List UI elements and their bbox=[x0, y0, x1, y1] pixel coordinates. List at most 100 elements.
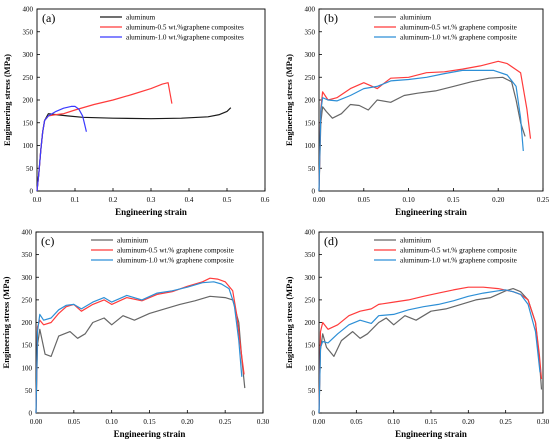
chart-0-x-tick-label: 0.5 bbox=[223, 196, 232, 204]
chart-2-panel-label: (c) bbox=[41, 234, 54, 248]
chart-3-x-tick-label: 0.25 bbox=[500, 418, 513, 426]
chart-2-x-tick-label: 0.15 bbox=[143, 418, 156, 426]
chart-0-legend-label-2: aluminum-1.0 wt.%graphene composites bbox=[126, 34, 244, 42]
chart-1-legend-label-1: aluminum-0.5 wt.% graphene composite bbox=[400, 24, 517, 32]
chart-2-x-tick-label: 0.10 bbox=[106, 418, 119, 426]
chart-1-x-tick-label: 0.00 bbox=[313, 196, 326, 204]
chart-0-x-tick-label: 0.6 bbox=[261, 196, 270, 204]
chart-3-y-axis-title: Engineering stress (MPa) bbox=[284, 276, 294, 368]
chart-3-series-line-0 bbox=[318, 288, 543, 414]
chart-2-x-tick-label: 0.00 bbox=[30, 418, 43, 426]
chart-3-panel: 0.00 0.05 0.10 0.15 0.20 0.25 0.30 0 50 100 150 200… bbox=[284, 229, 550, 440]
chart-0-y-tick-label: 250 bbox=[23, 74, 34, 82]
chart-2-panel: 0.00 0.05 0.10 0.15 0.20 0.25 0.30 0 50 100 150 200… bbox=[1, 229, 270, 440]
chart-0-y-tick-label: 100 bbox=[23, 142, 34, 150]
chart-3-x-tick-label: 0.10 bbox=[388, 418, 401, 426]
chart-2-y-tick-label: 0 bbox=[29, 410, 33, 418]
chart-2-legend-label-1: aluminum-0.5 wt.% graphene composite bbox=[117, 247, 234, 255]
chart-3-x-tick-label: 0.30 bbox=[537, 418, 550, 426]
chart-0-panel: 0.0 0.1 0.2 0.3 0.4 0.5 0.6 0 50 100 150 200 250 300 3… bbox=[2, 6, 270, 218]
chart-3-x-axis-title: Engineering strain bbox=[395, 429, 467, 439]
chart-0-legend-label-0: aluminum bbox=[126, 14, 156, 22]
chart-1-x-tick-label: 0.05 bbox=[358, 196, 371, 204]
chart-1-panel-label: (b) bbox=[324, 11, 338, 25]
chart-1-x-tick-label: 0.15 bbox=[447, 196, 460, 204]
chart-1-y-tick-label: 400 bbox=[305, 6, 316, 14]
chart-2-x-axis-title: Engineering strain bbox=[114, 429, 186, 439]
chart-3-panel-label: (d) bbox=[324, 234, 338, 248]
chart-2-y-tick-label: 200 bbox=[22, 319, 33, 327]
chart-2-x-tick-label: 0.25 bbox=[219, 418, 232, 426]
chart-1-x-axis-title: Engineering strain bbox=[395, 207, 467, 217]
chart-1-x-tick-label: 0.25 bbox=[537, 196, 550, 204]
chart-3-series-line-1 bbox=[318, 286, 543, 414]
chart-3-x-tick-label: 0.20 bbox=[462, 418, 475, 426]
chart-1-y-tick-label: 150 bbox=[305, 119, 316, 127]
chart-3-y-tick-label: 0 bbox=[312, 410, 316, 418]
chart-1-y-tick-label: 50 bbox=[308, 165, 316, 173]
chart-0-y-axis-title: Engineering stress (MPa) bbox=[2, 54, 12, 146]
chart-0-x-tick-label: 0.1 bbox=[71, 196, 80, 204]
chart-3-y-tick-label: 250 bbox=[305, 296, 316, 304]
chart-0-legend-label-1: aluminum-0.5 wt.%graphene composites bbox=[126, 24, 244, 32]
chart-1-y-tick-label: 100 bbox=[305, 142, 316, 150]
chart-3-legend-label-2: aluminum-1.0 wt.% graphene composite bbox=[400, 257, 517, 265]
chart-3-y-tick-label: 350 bbox=[305, 251, 316, 259]
chart-3-y-tick-label: 300 bbox=[305, 274, 316, 282]
chart-1-x-tick-label: 0.10 bbox=[402, 196, 415, 204]
chart-1-x-tick-label: 0.20 bbox=[492, 196, 505, 204]
chart-3-y-tick-label: 400 bbox=[305, 229, 316, 237]
chart-3-x-tick-label: 0.05 bbox=[350, 418, 363, 426]
chart-2-series-line-2 bbox=[35, 281, 243, 414]
chart-0-series-line-2 bbox=[36, 105, 87, 192]
chart-0-x-tick-label: 0.3 bbox=[147, 196, 156, 204]
chart-3-x-tick-label: 0.15 bbox=[425, 418, 438, 426]
chart-0-y-tick-label: 400 bbox=[23, 6, 34, 14]
chart-0-y-tick-label: 150 bbox=[23, 119, 34, 127]
chart-1-series-line-2 bbox=[318, 69, 524, 192]
chart-3-series-line-2 bbox=[318, 289, 541, 414]
chart-1-y-axis-title: Engineering stress (MPa) bbox=[284, 54, 294, 146]
chart-1-y-tick-label: 0 bbox=[312, 188, 316, 196]
chart-3-legend-label-1: aluminum-0.5 wt.% graphene composite bbox=[400, 247, 517, 255]
chart-2-legend-label-0: aluminium bbox=[117, 237, 149, 245]
chart-3-x-tick-label: 0.00 bbox=[313, 418, 326, 426]
chart-0-panel-label: (a) bbox=[42, 11, 55, 25]
chart-3-y-tick-label: 150 bbox=[305, 342, 316, 350]
chart-2-series-line-0 bbox=[35, 295, 246, 414]
chart-2-series-line-1 bbox=[35, 277, 245, 414]
chart-2-y-tick-label: 100 bbox=[22, 364, 33, 372]
chart-0-x-tick-label: 0.4 bbox=[185, 196, 194, 204]
chart-2-y-tick-label: 400 bbox=[22, 229, 33, 237]
chart-0-x-tick-label: 0.0 bbox=[33, 196, 42, 204]
chart-3-y-tick-label: 50 bbox=[308, 387, 316, 395]
chart-1-y-tick-label: 200 bbox=[305, 97, 316, 105]
chart-0-y-tick-label: 50 bbox=[26, 165, 34, 173]
chart-3-legend-label-0: aluminium bbox=[400, 237, 432, 245]
chart-0-series-line-0 bbox=[36, 107, 232, 192]
chart-1-series-line-1 bbox=[318, 60, 532, 192]
chart-2-legend-label-2: aluminum-1.0 wt.% graphene composite bbox=[117, 257, 234, 265]
chart-1-y-tick-label: 250 bbox=[305, 74, 316, 82]
chart-2-y-axis-title: Engineering stress (MPa) bbox=[1, 276, 11, 368]
chart-2-y-tick-label: 350 bbox=[22, 251, 33, 259]
chart-0-y-tick-label: 300 bbox=[23, 51, 34, 59]
chart-0-x-axis-title: Engineering strain bbox=[115, 207, 187, 217]
chart-0-y-tick-label: 0 bbox=[30, 188, 34, 196]
chart-1-legend-label-2: aluminum-1.0 wt.% graphene composite bbox=[400, 34, 517, 42]
chart-1-panel: 0.00 0.05 0.10 0.15 0.20 0.25 0 50 100 150 200 250 3… bbox=[284, 6, 550, 218]
chart-2-x-tick-label: 0.20 bbox=[181, 418, 194, 426]
chart-0-y-tick-label: 350 bbox=[23, 28, 34, 36]
chart-2-y-tick-label: 50 bbox=[25, 387, 33, 395]
chart-0-x-tick-label: 0.2 bbox=[109, 196, 118, 204]
chart-0-series-line-1 bbox=[36, 82, 173, 192]
chart-0-y-tick-label: 200 bbox=[23, 97, 34, 105]
chart-2-x-tick-label: 0.30 bbox=[257, 418, 270, 426]
chart-1-y-tick-label: 300 bbox=[305, 51, 316, 59]
chart-1-legend-label-0: aluminium bbox=[400, 14, 432, 22]
chart-3-y-tick-label: 200 bbox=[305, 319, 316, 327]
chart-1-y-tick-label: 350 bbox=[305, 28, 316, 36]
chart-2-x-tick-label: 0.05 bbox=[68, 418, 81, 426]
chart-1-series-line-0 bbox=[318, 76, 526, 192]
